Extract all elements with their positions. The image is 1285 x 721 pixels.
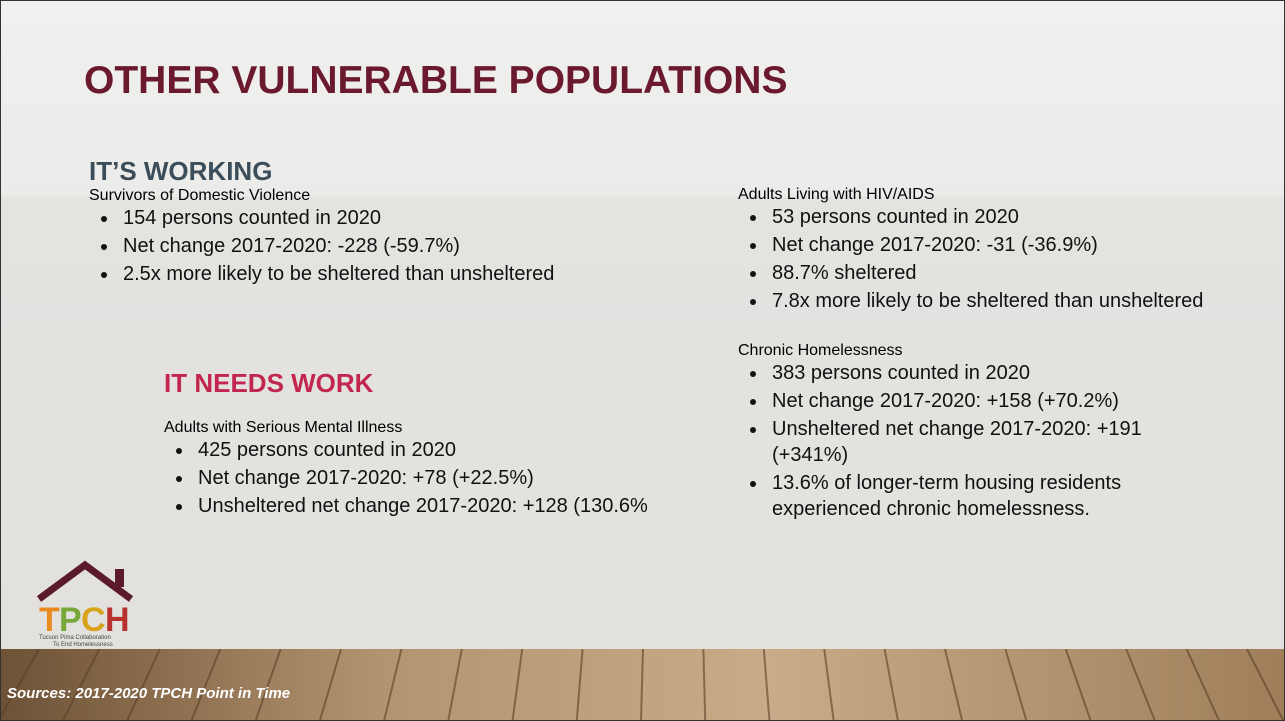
plank-line (254, 649, 282, 720)
plank-line (1185, 649, 1220, 720)
plank-line (944, 649, 963, 720)
group-title: Adults Living with HIV/AIDS (738, 186, 935, 203)
group: Chronic Homelessness383 persons counted … (738, 342, 1218, 522)
section-heading: IT’S WORKING (89, 156, 273, 186)
footer-source: Sources: 2017-2020 TPCH Point in Time (7, 685, 291, 702)
bullet-list: 154 persons counted in 2020Net change 20… (89, 205, 649, 287)
logo-letter: P (59, 601, 82, 639)
needs-work-section: IT NEEDS WORK Adults with Serious Mental… (164, 368, 724, 521)
logo-text: Tucson Pima Collaboration (39, 635, 111, 641)
plank-line (383, 649, 403, 720)
logo-letter: H (105, 601, 130, 639)
plank-line (1, 649, 40, 719)
plank-line (190, 649, 222, 720)
plank-line (883, 649, 899, 720)
plank-line (702, 649, 707, 720)
bullet: 2.5x more likely to be sheltered than un… (119, 261, 649, 287)
groups: Survivors of Domestic Violence154 person… (89, 187, 649, 287)
logo-chimney (115, 569, 124, 587)
plank-lines (1, 649, 1284, 720)
bullet: Unsheltered net change 2017-2020: +128 (… (194, 493, 724, 519)
group-title: Survivors of Domestic Violence (89, 187, 311, 204)
section-heading: IT NEEDS WORK (164, 368, 374, 398)
groups: Adults with Serious Mental Illness425 pe… (164, 419, 724, 519)
working-section: IT’S WORKING Survivors of Domestic Viole… (89, 156, 649, 289)
bullet-list: 425 persons counted in 2020Net change 20… (164, 437, 724, 519)
bullet: 425 persons counted in 2020 (194, 437, 724, 463)
plank-line (62, 649, 101, 720)
bullet: 53 persons counted in 2020 (768, 204, 1218, 230)
bullet: Net change 2017-2020: -31 (-36.9%) (768, 232, 1218, 258)
logo: T P C H Tucson Pima Collaboration To End… (36, 560, 134, 648)
bullet: 154 persons counted in 2020 (119, 205, 649, 231)
logo-roof (36, 560, 134, 602)
group: Adults Living with HIV/AIDS53 persons co… (738, 186, 1218, 314)
bullet: Net change 2017-2020: -228 (-59.7%) (119, 233, 649, 259)
plank-line (1125, 649, 1156, 720)
group: Adults with Serious Mental Illness425 pe… (164, 419, 724, 519)
plank-line (319, 649, 342, 720)
logo-text: To End Homelessness (53, 642, 113, 648)
bullet: 13.6% of longer-term housing residents e… (768, 470, 1218, 522)
logo-letter: C (81, 601, 106, 639)
plank-line (823, 649, 835, 720)
group: Survivors of Domestic Violence154 person… (89, 187, 649, 287)
group-title: Chronic Homelessness (738, 342, 903, 359)
plank-line (575, 649, 584, 720)
plank-line (126, 649, 161, 720)
group-title: Adults with Serious Mental Illness (164, 419, 403, 436)
right-column: Adults Living with HIV/AIDS53 persons co… (738, 186, 1218, 524)
plank-line (511, 649, 524, 720)
bullet-list: 53 persons counted in 2020Net change 201… (738, 204, 1218, 314)
bullet-list: 383 persons counted in 2020Net change 20… (738, 360, 1218, 522)
bullet: Unsheltered net change 2017-2020: +191 (… (768, 416, 1218, 468)
wood-floor (1, 649, 1284, 720)
bullet: Net change 2017-2020: +78 (+22.5%) (194, 465, 724, 491)
plank-line (1246, 649, 1284, 720)
bullet: 88.7% sheltered (768, 260, 1218, 286)
plank-line (1064, 649, 1092, 720)
logo-letter: T (39, 601, 60, 639)
plank-line (1004, 649, 1028, 720)
bullet: 7.8x more likely to be sheltered than un… (768, 288, 1218, 314)
bullet: 383 persons counted in 2020 (768, 360, 1218, 386)
slide-title: OTHER VULNERABLE POPULATIONS (84, 59, 788, 102)
plank-line (447, 649, 463, 720)
plank-line (762, 649, 771, 720)
plank-line (640, 649, 644, 720)
bullet: Net change 2017-2020: +158 (+70.2%) (768, 388, 1218, 414)
